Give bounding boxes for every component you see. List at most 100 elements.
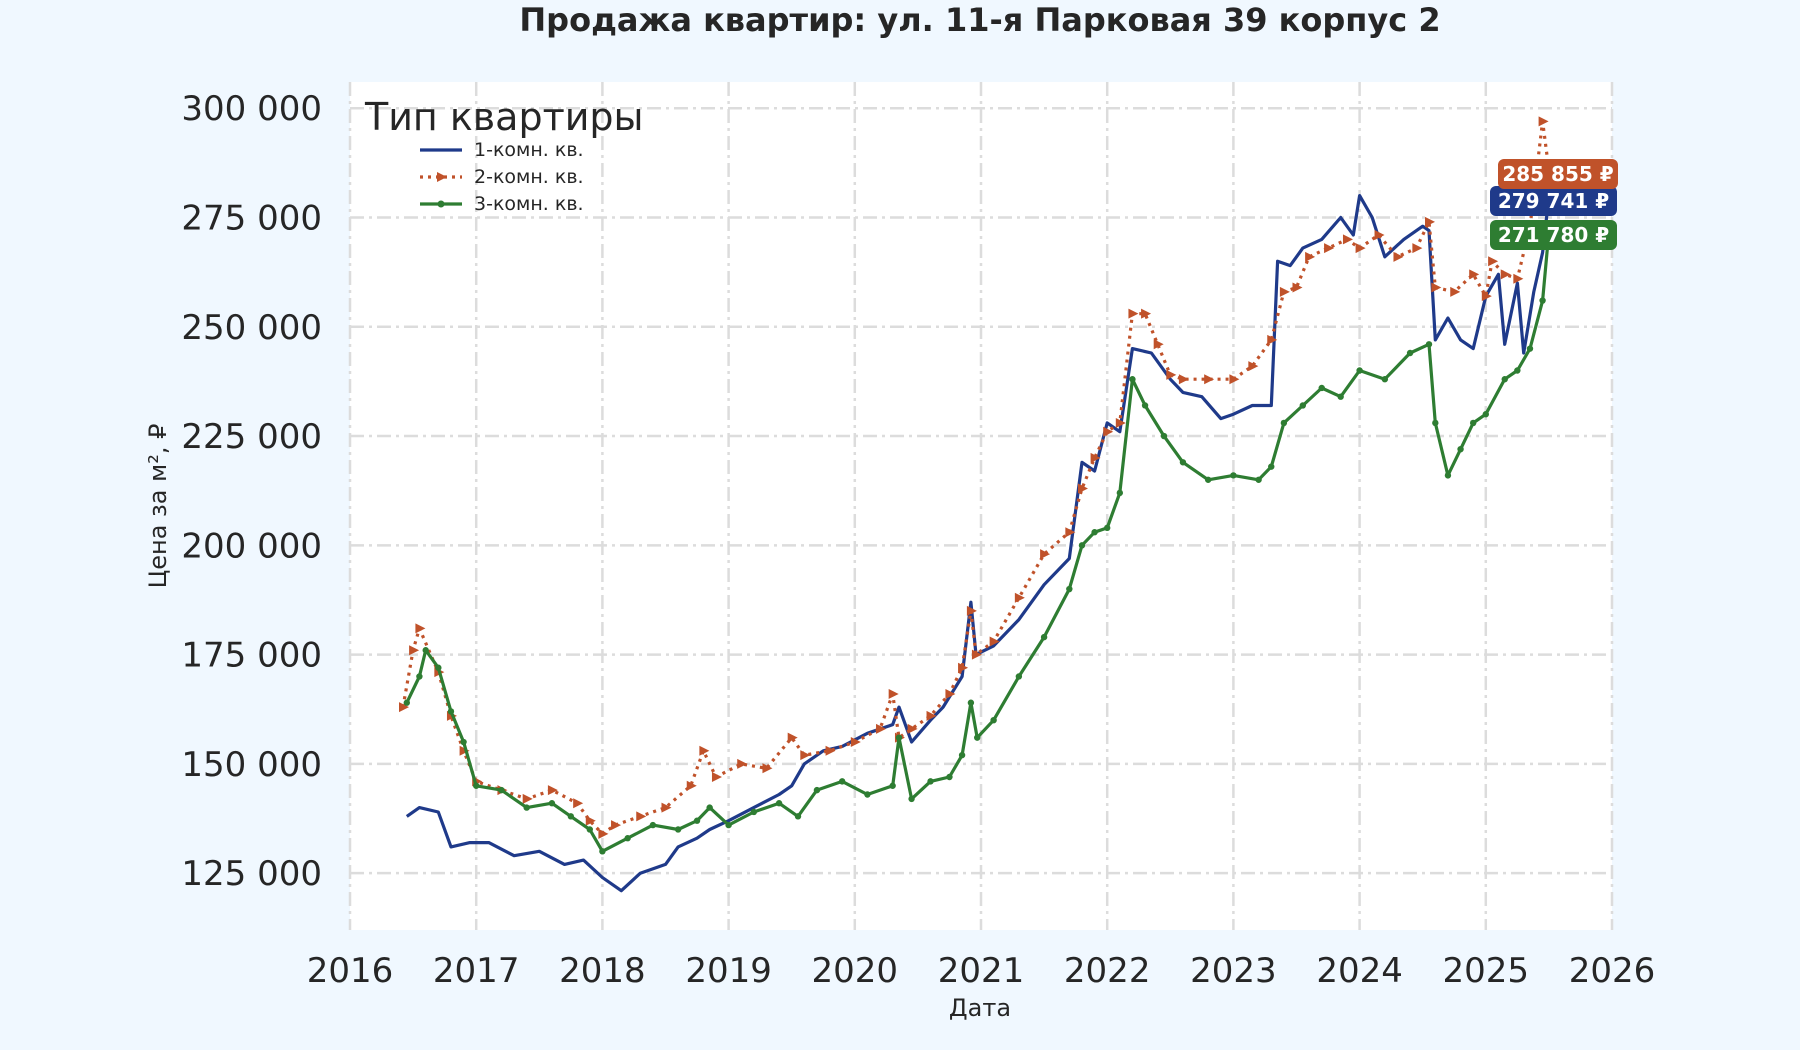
- y-tick-label: 150 000: [181, 745, 322, 785]
- data-point: [945, 688, 956, 699]
- data-point: [1015, 673, 1023, 680]
- data-point: [1318, 384, 1325, 392]
- x-tick-label: 2020: [812, 951, 899, 991]
- data-point: [1104, 524, 1111, 532]
- series-2: [399, 116, 1555, 839]
- data-point: [1128, 308, 1139, 319]
- data-point: [1393, 251, 1404, 262]
- badge-background: [1490, 220, 1617, 250]
- data-point: [794, 813, 802, 820]
- data-point: [1078, 542, 1086, 549]
- data-point: [926, 710, 937, 721]
- data-point: [1526, 345, 1534, 352]
- data-point: [686, 780, 697, 791]
- series-3: [403, 228, 1553, 855]
- data-point: [1469, 269, 1480, 280]
- y-tick-label: 225 000: [181, 417, 322, 457]
- series-line: [401, 119, 1551, 836]
- y-tick-label: 175 000: [181, 636, 322, 676]
- data-point: [1431, 282, 1442, 293]
- data-point: [927, 778, 934, 785]
- data-point: [813, 786, 821, 794]
- data-point: [989, 636, 1000, 647]
- data-point: [548, 800, 556, 807]
- data-point: [1179, 459, 1187, 466]
- y-tick-label: 125 000: [181, 854, 322, 894]
- data-point: [1299, 402, 1307, 409]
- data-point: [1204, 476, 1212, 483]
- data-point: [1337, 393, 1344, 400]
- badge-label: 285 855 ₽: [1502, 162, 1613, 186]
- data-point: [1141, 402, 1149, 409]
- data-point: [838, 778, 846, 785]
- grid: [348, 82, 1614, 930]
- data-point: [1469, 419, 1477, 427]
- data-point: [711, 772, 722, 783]
- data-point: [1425, 341, 1433, 348]
- legend-entry: 1-комн. кв.: [420, 139, 584, 161]
- data-point: [699, 745, 710, 756]
- data-point: [1040, 633, 1048, 641]
- data-point: [599, 848, 606, 855]
- legend-label: 2-комн. кв.: [474, 166, 584, 188]
- y-tick-label: 200 000: [181, 526, 322, 566]
- data-point: [725, 821, 732, 829]
- data-point: [1356, 367, 1363, 374]
- data-point: [1457, 445, 1464, 453]
- data-point: [403, 699, 410, 706]
- data-point: [1432, 419, 1439, 427]
- data-point: [1065, 527, 1076, 538]
- series-line: [405, 194, 1551, 893]
- y-tick-label: 275 000: [181, 199, 322, 239]
- legend-entry: 2-комн. кв.: [420, 166, 584, 188]
- legend-label: 3-комн. кв.: [474, 193, 584, 215]
- data-point: [674, 826, 682, 833]
- data-point: [762, 763, 773, 774]
- data-point: [1248, 361, 1259, 372]
- data-point: [1279, 286, 1290, 297]
- data-point: [1229, 374, 1240, 385]
- data-point: [661, 802, 672, 813]
- data-point: [1342, 234, 1353, 245]
- data-point: [649, 821, 657, 829]
- data-point: [435, 664, 442, 671]
- x-tick-label: 2024: [1316, 951, 1403, 991]
- legend-title: Тип квартиры: [364, 95, 644, 139]
- x-tick-label: 2018: [559, 951, 646, 991]
- x-tick-label: 2019: [685, 951, 772, 991]
- legend-label: 1-комн. кв.: [474, 139, 584, 161]
- data-point: [636, 811, 647, 822]
- data-point: [1381, 376, 1389, 383]
- data-point: [876, 723, 887, 734]
- data-point: [460, 738, 467, 746]
- data-point: [1129, 376, 1136, 383]
- data-point: [990, 716, 997, 724]
- data-point: [864, 791, 871, 798]
- last-value-badges: 279 741 ₽ 285 855 ₽ 271 780 ₽: [1490, 159, 1618, 250]
- data-point: [1482, 411, 1490, 418]
- data-point: [1116, 489, 1124, 497]
- data-point: [1538, 116, 1549, 127]
- data-point: [1324, 243, 1335, 254]
- data-point: [946, 773, 953, 781]
- last-value-badge: 271 780 ₽: [1490, 220, 1617, 250]
- data-point: [415, 623, 426, 634]
- data-point: [1268, 463, 1275, 470]
- data-point: [409, 645, 420, 656]
- data-point: [522, 793, 533, 804]
- series-layer: [399, 116, 1555, 893]
- y-tick-label: 300 000: [181, 89, 322, 129]
- chart-title: Продажа квартир: ул. 11-я Парковая 39 ко…: [519, 1, 1440, 39]
- data-point: [473, 782, 480, 789]
- data-point: [1450, 286, 1461, 297]
- data-point: [1153, 339, 1164, 350]
- badge-background: [1490, 186, 1617, 216]
- data-point: [1488, 256, 1499, 267]
- data-point: [1267, 334, 1278, 345]
- data-point: [907, 723, 918, 734]
- legend: Тип квартиры 1-комн. кв. 2-комн. кв. 3-ком…: [364, 95, 644, 215]
- y-axis-ticks: 125 000 150 000 175 000 200 000 225 000 250 0…: [181, 89, 322, 894]
- data-point: [586, 826, 593, 833]
- data-point: [850, 737, 861, 748]
- data-point: [1292, 282, 1303, 293]
